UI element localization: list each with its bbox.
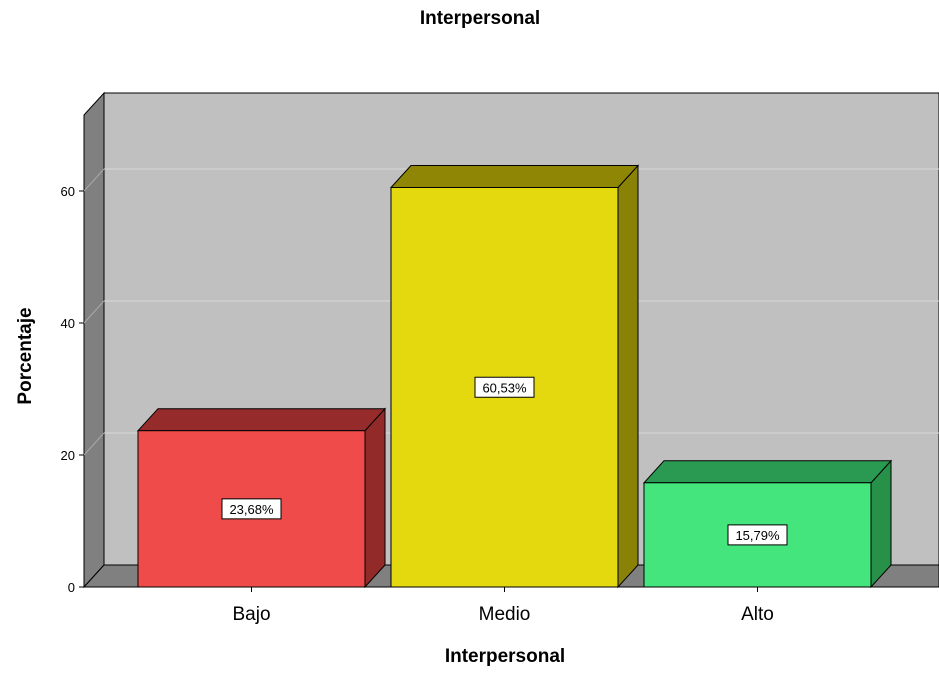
data-label-box: [727, 524, 788, 546]
bars: 23,68% 60,53% 15,79%: [136, 164, 893, 589]
bar-top-face: [642, 460, 893, 484]
x-category-label: Medio: [479, 604, 531, 625]
y-tick-label: 20: [61, 448, 75, 463]
x-category-label: Alto: [741, 604, 774, 625]
bar-medio: 60,53%: [389, 164, 640, 589]
bar-bajo: 23,68%: [136, 407, 387, 589]
data-label: 60,53%: [482, 380, 527, 395]
y-tick-label: 40: [61, 316, 75, 331]
y-tick-label: 60: [61, 184, 75, 199]
x-axis-title: Interpersonal: [445, 646, 565, 667]
x-category-label: Bajo: [232, 604, 270, 625]
bar-top-face: [136, 408, 387, 432]
x-axis-categories: Bajo Medio Alto: [84, 586, 939, 625]
data-label-box: [221, 498, 282, 520]
data-label-box: [474, 376, 535, 398]
y-axis-title: Porcentaje: [15, 307, 36, 404]
bar-side-face: [364, 407, 386, 589]
data-label: 23,68%: [229, 502, 274, 517]
gridline-wall: [83, 300, 105, 324]
y-tick-label: 0: [68, 580, 75, 595]
data-label: 15,79%: [735, 528, 780, 543]
chart-title: Interpersonal: [420, 8, 540, 29]
y-axis-ticks: 0 20 40 60: [61, 184, 84, 595]
gridline-wall: [83, 168, 105, 192]
plot-left-wall: [83, 91, 105, 589]
bar-top-face: [389, 165, 640, 189]
bar-side-face: [617, 164, 639, 589]
gridline-wall: [83, 432, 105, 456]
bar-alto: 15,79%: [642, 459, 893, 589]
